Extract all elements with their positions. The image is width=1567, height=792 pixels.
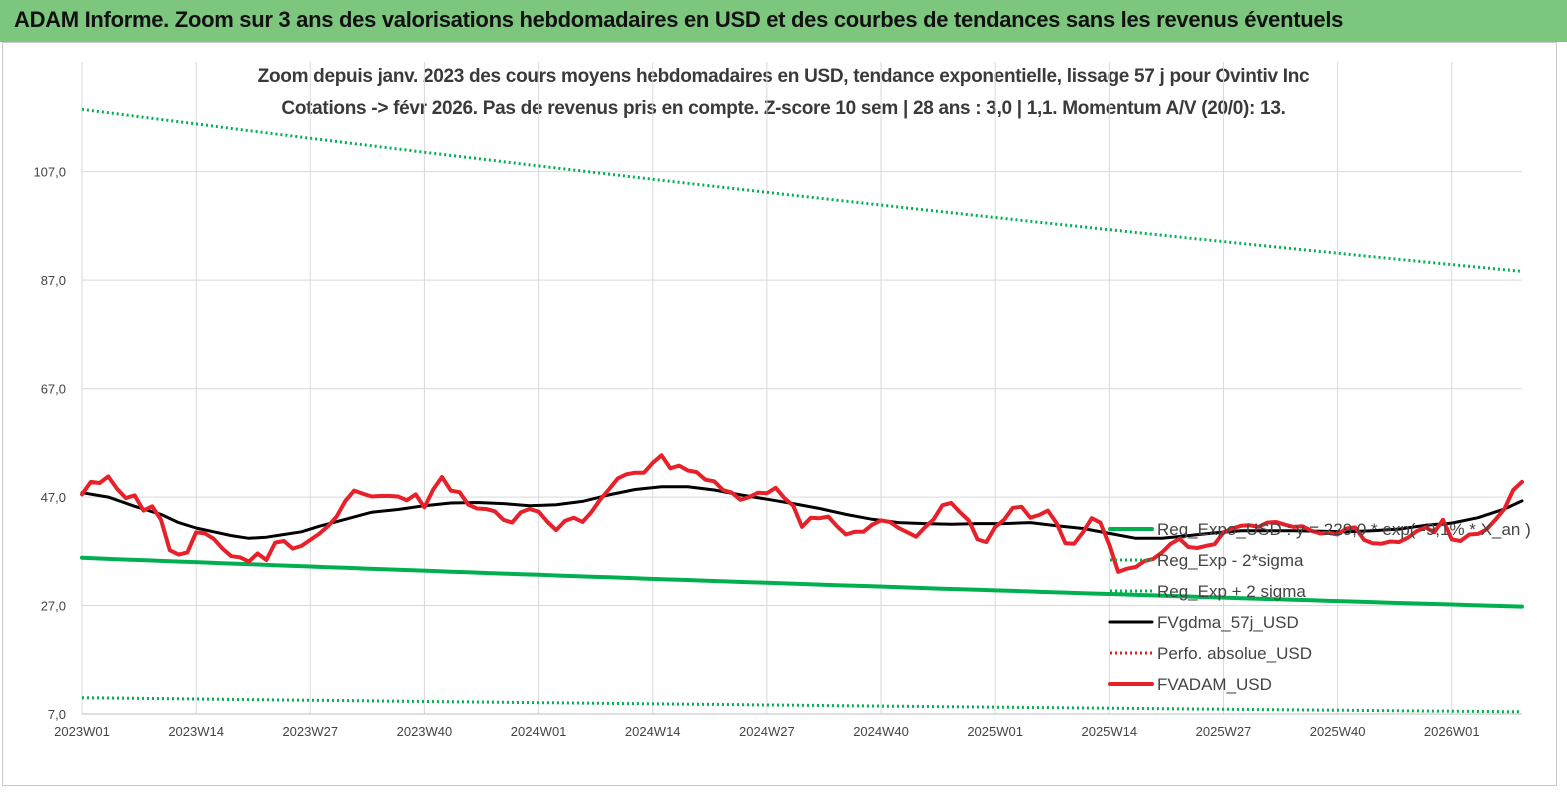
y-tick-label: 7,0 <box>48 707 66 722</box>
x-tick-label: 2026W01 <box>1424 724 1480 739</box>
legend-label: Perfo. absolue_USD <box>1157 644 1312 663</box>
x-tick-label: 2025W40 <box>1310 724 1366 739</box>
legend: Reg_Expo_USD : y = 229,0 * exp( -9,1% * … <box>1108 520 1531 694</box>
x-tick-label: 2023W14 <box>168 724 224 739</box>
x-tick-label: 2024W14 <box>625 724 681 739</box>
chart-title-line2: Cotations -> févr 2026. Pas de revenus p… <box>281 98 1286 119</box>
series-lines <box>80 107 1524 714</box>
legend-label: FVADAM_USD <box>1157 675 1272 694</box>
series-line-5 <box>80 453 1524 574</box>
legend-label: Reg_Exp - 2*sigma <box>1157 551 1304 570</box>
grid-lines <box>81 62 1522 715</box>
y-tick-label: 107,0 <box>33 165 66 180</box>
x-axis-ticks: 2023W01 2023W14 2023W27 2023W40 2024W01 2024W… <box>54 724 1479 739</box>
x-tick-label: 2025W14 <box>1081 724 1137 739</box>
series-line-2 <box>81 107 1523 273</box>
legend-label: Reg_Exp + 2 sigma <box>1157 582 1306 601</box>
y-tick-label: 67,0 <box>41 382 66 397</box>
x-tick-label: 2025W27 <box>1196 724 1252 739</box>
chart-frame <box>2 42 1557 786</box>
series-line-1 <box>81 696 1523 714</box>
y-tick-label: 47,0 <box>41 490 66 505</box>
y-tick-label: 87,0 <box>41 273 66 288</box>
report-title: ADAM Informe. Zoom sur 3 ans des valoris… <box>14 7 1344 32</box>
x-tick-label: 2024W27 <box>739 724 795 739</box>
series-line-3 <box>80 485 1524 540</box>
x-tick-label: 2023W27 <box>282 724 338 739</box>
y-tick-label: 27,0 <box>41 599 66 614</box>
chart-title-line1: Zoom depuis janv. 2023 des cours moyens … <box>257 66 1310 87</box>
x-tick-label: 2023W01 <box>54 724 110 739</box>
x-tick-label: 2024W40 <box>853 724 909 739</box>
x-tick-label: 2025W01 <box>967 724 1023 739</box>
legend-label: FVgdma_57j_USD <box>1157 613 1299 632</box>
legend-label: Reg_Expo_USD : y = 229,0 * exp( -9,1% * … <box>1157 520 1531 539</box>
y-axis-ticks: 7,0 27,0 47,0 67,0 87,0 107,0 <box>33 165 66 722</box>
x-tick-label: 2024W01 <box>511 724 567 739</box>
title-banner: ADAM Informe. Zoom sur 3 ans des valoris… <box>0 0 1567 42</box>
series-line-0 <box>80 555 1524 609</box>
x-tick-label: 2023W40 <box>397 724 453 739</box>
